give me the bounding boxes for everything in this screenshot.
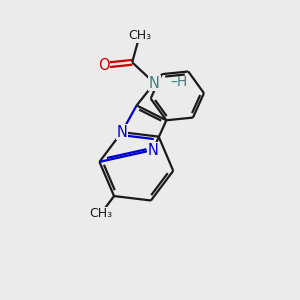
Text: N: N xyxy=(116,125,127,140)
Text: N: N xyxy=(148,142,158,158)
Text: CH₃: CH₃ xyxy=(128,29,151,42)
Text: –H: –H xyxy=(170,75,187,88)
Text: O: O xyxy=(98,58,110,73)
Text: CH₃: CH₃ xyxy=(89,207,112,220)
Text: N: N xyxy=(149,76,160,91)
